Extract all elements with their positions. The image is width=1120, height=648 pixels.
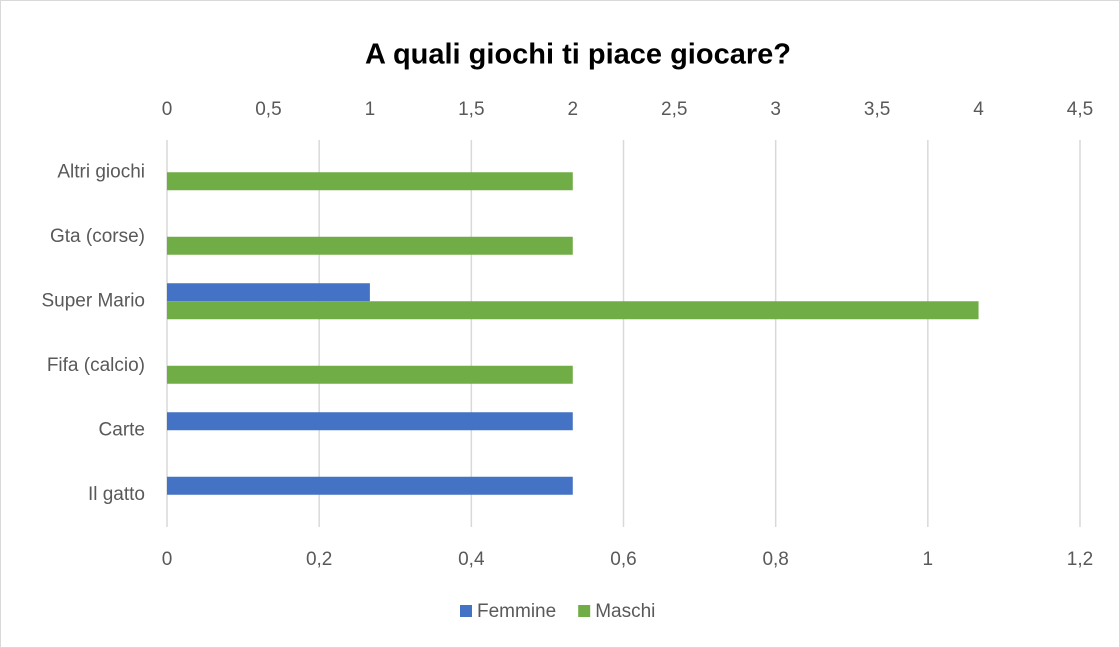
x2-tick-label: 4,5 — [1067, 99, 1093, 120]
y-tick-label: Fifa (calcio) — [47, 355, 145, 376]
x-tick-label: 0 — [162, 549, 173, 570]
y-tick-label: Altri giochi — [57, 161, 145, 182]
x2-tick-label: 3 — [770, 99, 781, 120]
y-tick-label: Gta (corse) — [50, 226, 145, 247]
x2-tick-label: 2,5 — [661, 99, 687, 120]
chart-title: A quali giochi ti piace giocare? — [365, 39, 791, 71]
x-tick-label: 0,6 — [610, 549, 636, 570]
bar — [167, 365, 573, 384]
x-tick-label: 0,2 — [306, 549, 332, 570]
x-tick-label: 1,2 — [1067, 549, 1093, 570]
bar — [167, 236, 573, 255]
x2-tick-label: 1 — [365, 99, 376, 120]
bar — [167, 301, 979, 320]
legend-swatch — [460, 605, 472, 617]
y-tick-label: Il gatto — [88, 484, 145, 505]
x2-tick-label: 0 — [162, 99, 173, 120]
x-tick-label: 0,8 — [762, 549, 788, 570]
y-tick-label: Carte — [99, 419, 145, 440]
bar — [167, 172, 573, 191]
bar — [167, 283, 370, 302]
x2-tick-label: 2 — [567, 99, 578, 120]
bar — [167, 412, 573, 431]
x-tick-label: 1 — [923, 549, 934, 570]
y-tick-label: Super Mario — [42, 290, 146, 311]
legend-label: Maschi — [595, 601, 655, 622]
x2-tick-label: 0,5 — [255, 99, 281, 120]
x2-tick-label: 3,5 — [864, 99, 890, 120]
x2-tick-label: 4 — [973, 99, 984, 120]
x-tick-label: 0,4 — [458, 549, 485, 570]
legend-swatch — [578, 605, 591, 617]
bar — [167, 476, 573, 495]
legend-label: Femmine — [477, 601, 556, 622]
x2-tick-label: 1,5 — [458, 99, 484, 120]
